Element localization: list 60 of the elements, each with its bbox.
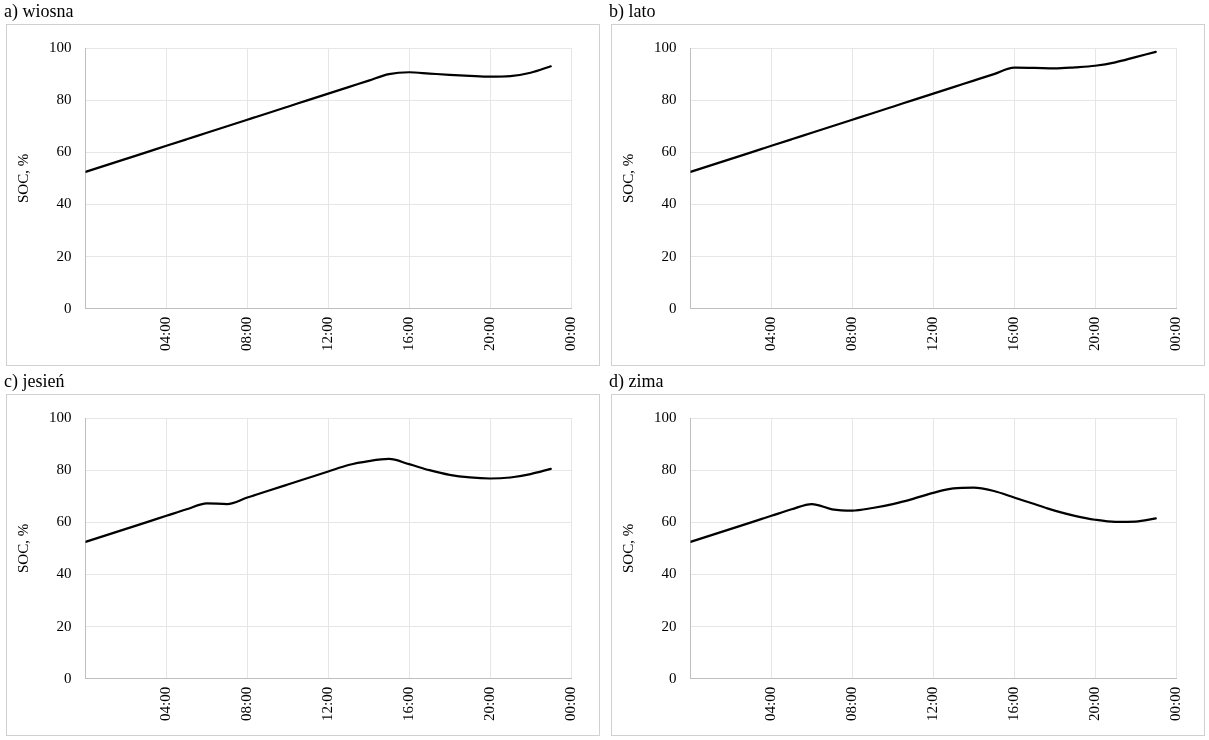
x-tick-label: 20:00 [1086,686,1103,721]
x-tick-label: 12:00 [924,686,941,721]
y-tick-label: 0 [64,669,72,686]
x-tick-label: 16:00 [1005,316,1022,351]
y-tick-label: 40 [661,195,677,212]
x-tick-label: 12:00 [319,686,336,721]
x-tick-label: 12:00 [924,316,941,351]
chart-title: c) jesień [3,370,66,393]
y-axis-title: SOC, % [619,153,636,204]
y-tick-label: 100 [49,408,72,425]
x-tick-label: 04:00 [157,686,174,721]
y-tick-label: 20 [56,247,72,264]
x-tick-label: 20:00 [1086,316,1103,351]
line-series [690,50,1157,173]
x-tick-label: 20:00 [481,316,498,351]
x-tick-label: 16:00 [400,316,417,351]
line-series [85,457,552,543]
x-tick-label: 00:00 [561,686,578,721]
y-tick-label: 0 [669,669,677,686]
y-axis-title: SOC, % [14,153,31,204]
y-axis-title: SOC, % [619,523,636,574]
chart-title: a) wiosna [3,0,75,23]
x-tick-label: 00:00 [561,316,578,351]
y-tick-label: 80 [661,91,677,108]
x-tick-label: 16:00 [1005,686,1022,721]
x-tick-label: 08:00 [843,686,860,721]
x-tick-label: 08:00 [238,686,255,721]
x-tick-label: 04:00 [762,316,779,351]
y-tick-label: 20 [661,247,677,264]
x-tick-label: 04:00 [762,686,779,721]
x-tick-label: 08:00 [843,316,860,351]
x-tick-label: 16:00 [400,686,417,721]
y-tick-label: 20 [56,617,72,634]
y-tick-label: 60 [56,513,72,530]
x-tick-label: 20:00 [481,686,498,721]
y-tick-label: 40 [56,565,72,582]
y-tick-label: 60 [56,143,72,160]
y-tick-label: 80 [56,91,72,108]
line-series [85,65,552,173]
x-tick-label: 00:00 [1166,686,1183,721]
y-tick-label: 100 [654,408,677,425]
line-series [690,486,1157,543]
y-tick-label: 40 [56,195,72,212]
x-tick-label: 08:00 [238,316,255,351]
y-tick-label: 0 [669,299,677,316]
x-tick-label: 12:00 [319,316,336,351]
chart-title: d) zima [608,370,665,393]
y-tick-label: 40 [661,565,677,582]
chart-title: b) lato [608,0,657,23]
y-tick-label: 0 [64,299,72,316]
x-tick-label: 04:00 [157,316,174,351]
x-tick-label: 00:00 [1166,316,1183,351]
y-tick-label: 80 [56,461,72,478]
y-tick-label: 100 [49,38,72,55]
y-tick-label: 60 [661,513,677,530]
y-tick-label: 100 [654,38,677,55]
y-tick-label: 20 [661,617,677,634]
y-tick-label: 60 [661,143,677,160]
y-axis-title: SOC, % [14,523,31,574]
y-tick-label: 80 [661,461,677,478]
